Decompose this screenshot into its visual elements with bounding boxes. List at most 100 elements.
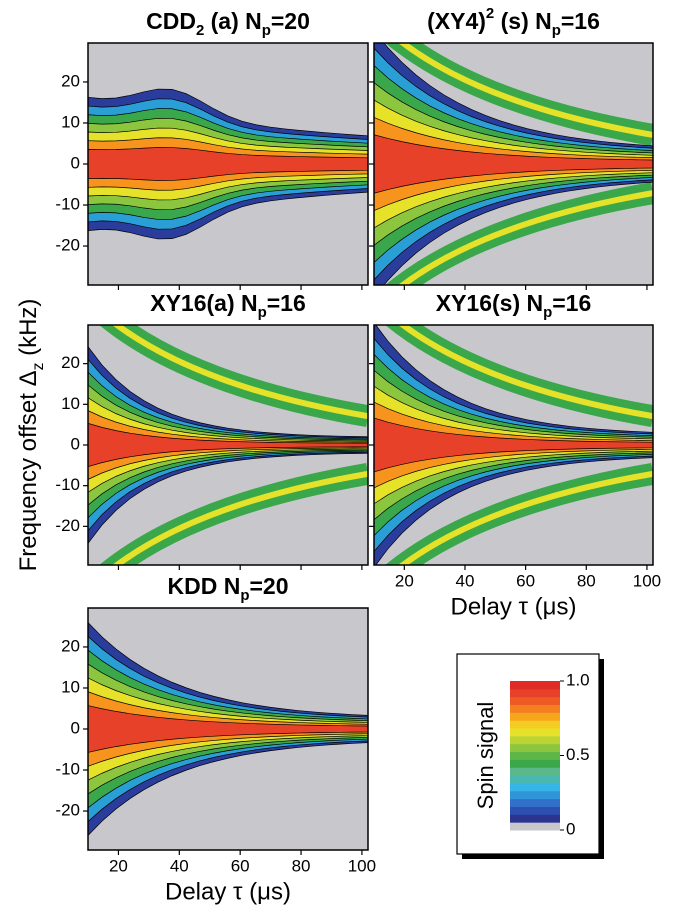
text-part: 2 bbox=[196, 22, 204, 39]
colorbar-swatch bbox=[510, 798, 560, 807]
contour-band bbox=[88, 147, 368, 181]
contour-band bbox=[88, 422, 368, 468]
x-axis-label: Delay τ (μs) bbox=[165, 878, 291, 905]
x-tick-label: 20 bbox=[109, 856, 128, 875]
text-part: p bbox=[262, 22, 271, 39]
text-part: =16 bbox=[267, 290, 306, 316]
contour-area bbox=[88, 325, 368, 565]
y-axis-label: Frequency offset Δz (kHz) bbox=[15, 299, 46, 572]
colorbar-tick-label: 0.5 bbox=[566, 745, 590, 764]
colorbar-swatch bbox=[510, 806, 560, 815]
text-part: XY16(s) N bbox=[436, 290, 543, 316]
colorbar-swatch bbox=[510, 759, 560, 768]
colorbar-swatch bbox=[510, 681, 560, 690]
y-tick-label: -20 bbox=[55, 801, 80, 820]
y-tick-label: -20 bbox=[55, 516, 80, 535]
contour-area bbox=[88, 88, 368, 240]
text-part: CDD bbox=[146, 8, 196, 34]
side-band bbox=[398, 325, 653, 420]
text-part: (s) N bbox=[494, 8, 552, 34]
side-band bbox=[398, 470, 653, 565]
colorbar-swatch bbox=[510, 782, 560, 792]
colorbar-swatch bbox=[510, 704, 560, 713]
panel-title: XY16(s) Np=16 bbox=[436, 290, 592, 321]
colorbar-swatch bbox=[510, 751, 560, 760]
colorbar-swatch bbox=[510, 743, 560, 753]
x-tick-label: 40 bbox=[170, 856, 189, 875]
x-tick-label: 80 bbox=[577, 571, 596, 590]
y-tick-label: -20 bbox=[55, 236, 80, 255]
colorbar-tick-label: 1.0 bbox=[566, 670, 590, 689]
text-part: =16 bbox=[561, 8, 600, 34]
side-band bbox=[112, 470, 368, 565]
panel: -20 -10 0 10 20 CDD2 (a) Np=20 bbox=[55, 8, 369, 290]
y-tick-label: -10 bbox=[55, 475, 80, 494]
text-part: (a) N bbox=[204, 8, 262, 34]
colorbar-title: Spin signal bbox=[473, 702, 498, 810]
panel: -20 -10 0 10 20 XY16(a) Np=16 Frequency offset… bbox=[15, 290, 369, 572]
contour-area bbox=[88, 622, 368, 836]
x-tick-label: 100 bbox=[633, 571, 661, 590]
panel-title: XY16(a) Np=16 bbox=[150, 290, 306, 321]
y-tick-label: 0 bbox=[71, 434, 80, 453]
side-band bbox=[398, 43, 653, 138]
x-tick-label: 80 bbox=[292, 856, 311, 875]
colorbar-tick-label: 0 bbox=[566, 819, 575, 838]
y-tick-label: 0 bbox=[71, 153, 80, 172]
colorbar-swatch bbox=[510, 822, 560, 831]
panel-title: KDD Np=20 bbox=[168, 573, 289, 604]
colorbar: 0 0.5 1.0 Spin signal bbox=[456, 653, 604, 859]
colorbar-swatch bbox=[510, 790, 560, 800]
text-part: Frequency offset Δ bbox=[15, 370, 42, 571]
x-tick-label: 100 bbox=[348, 856, 376, 875]
text-part: =20 bbox=[271, 8, 310, 34]
colorbar-swatch bbox=[510, 696, 560, 706]
y-tick-label: 10 bbox=[61, 394, 80, 413]
panel: -20 -10 0 10 20 20 40 60 80 100 KDD Np=20 Delay τ (… bbox=[55, 573, 376, 905]
side-band bbox=[112, 325, 368, 420]
x-tick-label: 20 bbox=[395, 571, 414, 590]
x-axis-label: Delay τ (μs) bbox=[451, 593, 577, 620]
colorbar-swatch bbox=[510, 688, 560, 698]
text-part: (kHz) bbox=[15, 299, 42, 363]
contour-band bbox=[88, 705, 368, 753]
x-tick-label: 60 bbox=[231, 856, 250, 875]
text-part: XY16(a) N bbox=[150, 290, 257, 316]
side-band bbox=[398, 190, 653, 285]
colorbar-swatch bbox=[510, 775, 560, 784]
contour-band bbox=[374, 134, 653, 194]
y-tick-label: -10 bbox=[55, 195, 80, 214]
panel-title: CDD2 (a) Np=20 bbox=[146, 8, 310, 39]
text-part: =16 bbox=[552, 290, 591, 316]
y-tick-label: 20 bbox=[61, 636, 80, 655]
y-tick-label: 20 bbox=[61, 353, 80, 372]
text-part: 2 bbox=[486, 5, 494, 22]
colorbar-swatch bbox=[510, 712, 560, 721]
colorbar-swatch bbox=[510, 814, 560, 823]
contour-area bbox=[374, 43, 653, 285]
contour-area bbox=[374, 325, 653, 565]
colorbar-swatch bbox=[510, 728, 560, 737]
contour-band bbox=[374, 417, 653, 473]
y-tick-label: 0 bbox=[71, 718, 80, 737]
colorbar-swatch bbox=[510, 767, 560, 776]
text-part: p bbox=[552, 22, 561, 39]
y-tick-label: -10 bbox=[55, 760, 80, 779]
x-tick-label: 40 bbox=[456, 571, 475, 590]
y-tick-label: 10 bbox=[61, 677, 80, 696]
colorbar-swatch bbox=[510, 735, 560, 745]
text-part: KDD N bbox=[168, 573, 241, 599]
colorbar-swatch bbox=[510, 720, 560, 729]
text-part: =20 bbox=[249, 573, 288, 599]
text-part: z bbox=[30, 362, 47, 370]
x-tick-label: 60 bbox=[516, 571, 535, 590]
text-part: (XY4) bbox=[427, 8, 486, 34]
panel: (XY4)2 (s) Np=16 bbox=[369, 5, 654, 290]
text-part: p bbox=[258, 304, 267, 321]
text-part: p bbox=[240, 587, 249, 604]
panel: 20 40 60 80 100 XY16(s) Np=16 Delay τ (μs) bbox=[369, 290, 661, 620]
y-tick-label: 20 bbox=[61, 71, 80, 90]
panel-title: (XY4)2 (s) Np=16 bbox=[427, 5, 600, 39]
y-tick-label: 10 bbox=[61, 112, 80, 131]
